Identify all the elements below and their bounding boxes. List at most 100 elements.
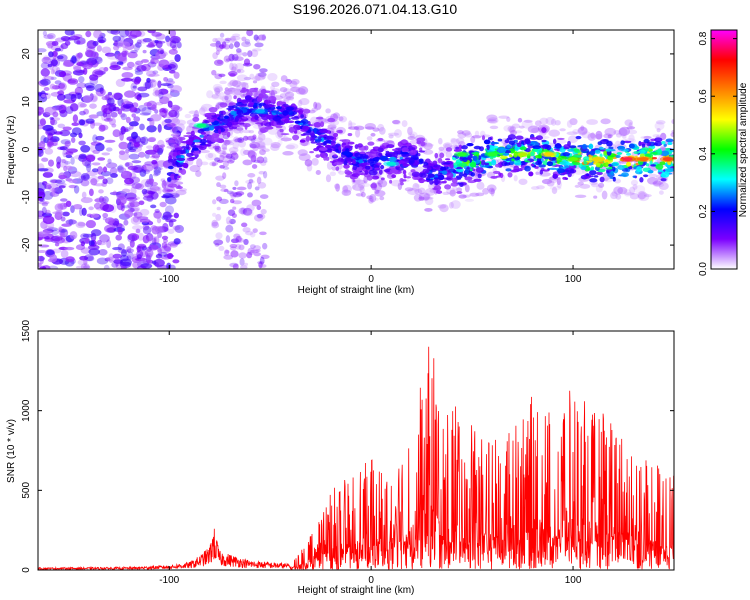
- spectrogram-cell: [370, 183, 377, 189]
- spectrogram-cell: [315, 102, 322, 110]
- spectrogram-cell: [670, 148, 674, 153]
- spectrogram-cell: [137, 243, 147, 249]
- spectrogram-cell: [316, 142, 324, 146]
- spectrogram-cell: [318, 147, 328, 151]
- spectrogram-cell: [91, 162, 101, 166]
- spectrogram-cell: [351, 156, 356, 159]
- spectrogram-cell: [73, 34, 83, 39]
- spectrogram-cell: [249, 249, 260, 254]
- spectrogram-cell: [253, 214, 264, 222]
- spectrogram-cell: [358, 182, 365, 189]
- spectrogram-cell: [166, 262, 172, 269]
- spectrogram-cell: [132, 85, 137, 89]
- spectrogram-cell: [136, 250, 144, 258]
- spectrogram-cell: [255, 122, 262, 125]
- spectrogram-cell: [359, 185, 365, 194]
- spectrogram-cell: [222, 172, 227, 179]
- spectrogram-cell: [354, 179, 366, 185]
- spectrogram-cell: [98, 195, 104, 203]
- spectrogram-cell: [616, 152, 623, 155]
- spectrogram-cell: [47, 63, 53, 68]
- spectrogram-cell: [530, 151, 535, 157]
- spectrogram-cell: [62, 149, 68, 158]
- spectrogram-cell: [626, 161, 631, 167]
- spectrogram-cell: [215, 175, 225, 181]
- spectrogram-cell: [499, 155, 508, 160]
- spectrogram-cell: [232, 263, 239, 269]
- colorbar-tick-label: 0.8: [698, 31, 709, 45]
- spectrogram-cell: [117, 167, 127, 173]
- spectrogram-cell: [78, 119, 86, 126]
- spectrogram-cell: [206, 90, 214, 99]
- spectrogram-cell: [117, 249, 129, 254]
- spectrogram-cell: [241, 116, 248, 119]
- spectrogram-cell: [395, 147, 402, 150]
- spectrogram-cell: [253, 34, 259, 41]
- spectrogram-cell: [154, 208, 160, 214]
- spectrogram-cell: [230, 110, 236, 116]
- spectrogram-cell: [498, 115, 510, 119]
- spectrogram-cell: [98, 124, 106, 132]
- spectrogram-cell: [120, 113, 127, 121]
- spectrogram-cell: [236, 74, 248, 82]
- spectrogram-cell: [572, 161, 581, 166]
- spectrogram-cell: [62, 144, 70, 151]
- spectrogram-cell: [229, 198, 235, 204]
- spectrogram-cell: [253, 102, 258, 108]
- spectrogram-cell: [256, 156, 265, 164]
- spectrogram-cell: [39, 118, 46, 126]
- spectrogram-cell: [414, 188, 423, 195]
- spectrogram-cell: [279, 93, 287, 98]
- snr-y-axis-title: SNR (10 * v/v): [6, 419, 17, 483]
- spectrogram-cell: [112, 45, 120, 51]
- spectrogram-cell: [43, 137, 49, 144]
- spectrogram-cell: [481, 135, 486, 141]
- spectrogram-cell: [546, 180, 555, 187]
- spectrogram-cell: [121, 50, 128, 58]
- spectrogram-cell: [38, 140, 46, 149]
- spectrogram-cell: [231, 80, 242, 88]
- spectrogram-cell: [110, 173, 118, 178]
- spectrogram-cell: [309, 136, 315, 143]
- spectrogram-cell: [519, 146, 527, 151]
- spectrogram-cell: [295, 88, 306, 95]
- spectrogram-cell: [93, 198, 105, 202]
- spectrogram-cell: [514, 145, 519, 152]
- spectrogram-cell: [76, 82, 87, 89]
- spectrogram-cell: [604, 177, 613, 183]
- y-tick-label: 500: [21, 482, 32, 499]
- spectrogram-cell: [120, 41, 131, 48]
- spectrogram-cell: [225, 216, 232, 225]
- spectrogram-cell: [658, 190, 664, 195]
- spectrogram-cell: [71, 55, 77, 64]
- spectrogram-cell: [139, 38, 147, 44]
- colorbar-title: Normalized spectral amplitude: [738, 82, 749, 217]
- spectrogram-cell: [125, 116, 131, 124]
- spectrogram-cell: [102, 178, 108, 185]
- spectrogram-cell: [446, 172, 454, 179]
- spectrogram-cell: [652, 181, 664, 185]
- spectrogram-cell: [267, 127, 279, 135]
- spectrogram-cell: [464, 132, 473, 138]
- spectrogram-cell: [271, 81, 280, 88]
- spectrogram-cell: [259, 194, 269, 199]
- spectrogram-cell: [75, 53, 83, 59]
- spectrogram-cell: [88, 114, 99, 119]
- spectrogram-cell: [118, 152, 130, 161]
- spectrogram-cell: [102, 212, 109, 218]
- spectrogram-cell: [178, 167, 183, 171]
- spectrogram-cell: [183, 134, 191, 138]
- spectrogram-cell: [73, 66, 82, 71]
- spectrogram-cell: [211, 94, 223, 100]
- spectrogram-cell: [392, 119, 401, 125]
- spectrogram-cell: [595, 184, 603, 193]
- spectrogram-cell: [644, 153, 654, 157]
- spectrogram-cell: [45, 209, 51, 215]
- spectrogram-cell: [640, 135, 653, 140]
- spectrogram-cell: [277, 100, 283, 106]
- y-tick-label: 1000: [21, 399, 32, 422]
- spectrogram-cell: [671, 129, 674, 134]
- spectrogram-cell: [360, 191, 366, 198]
- spectrogram-cell: [249, 244, 256, 249]
- spectrogram-cell: [323, 155, 327, 161]
